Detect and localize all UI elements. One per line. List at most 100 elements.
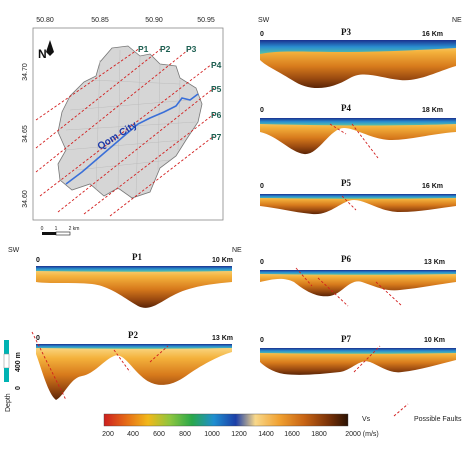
faults-legend-label: Possible Faults [414, 416, 462, 423]
p1-length: 10 Km [212, 257, 233, 264]
p5-section [260, 194, 456, 215]
p5-surface-layer [260, 194, 456, 199]
p7-surface-layer [260, 348, 456, 354]
p1-title: P1 [132, 252, 142, 262]
p2-title: P2 [128, 330, 138, 340]
profile-p4: P4 0 18 Km [260, 103, 456, 159]
lon-tick-label: 50.95 [197, 17, 215, 24]
north-arrow-icon: N [38, 40, 54, 61]
scale-tick: 1 [55, 226, 58, 232]
map-label-p2: P2 [160, 44, 171, 54]
p4-title: P4 [341, 103, 351, 113]
colorbar-ticks: 200 400 600 800 1000 1200 1400 1600 1800… [102, 431, 379, 438]
profile-line [39, 63, 213, 197]
depth-label: Depth [5, 393, 12, 412]
lat-tick-labels: 34.70 34.65 34.60 [22, 63, 29, 208]
map-label-p4: P4 [211, 60, 222, 70]
river [65, 93, 199, 185]
p3-dir-start: SW [258, 17, 270, 24]
colorbar-tick: 200 [102, 431, 114, 438]
profile-p3: SW NE P3 0 16 Km [258, 17, 462, 89]
profile-line [83, 113, 215, 215]
p7-faults [353, 345, 381, 373]
p3-start: 0 [260, 31, 264, 38]
profile-line [57, 87, 215, 213]
profile-line [35, 49, 189, 173]
lat-tick-label: 34.70 [22, 63, 29, 81]
colorbar-tick: 800 [179, 431, 191, 438]
p7-title: P7 [341, 334, 351, 344]
p3-length: 16 Km [422, 31, 443, 38]
p1-dir-end: NE [232, 247, 242, 254]
p2-section [36, 344, 232, 400]
city-boundary [57, 45, 203, 199]
p5-start: 0 [260, 183, 264, 190]
p6-surface-layer [260, 270, 456, 275]
faults-legend: Possible Faults [393, 403, 462, 423]
depth-value: 400 m [15, 352, 22, 372]
profile-p2: P2 0 13 Km [31, 330, 233, 401]
north-label: N [38, 47, 47, 61]
p3-dir-end: NE [452, 17, 462, 24]
profile-line [35, 47, 141, 121]
profile-line [109, 135, 215, 217]
colorbar-tick: 1200 [231, 431, 247, 438]
p3-surface-layer [260, 40, 456, 54]
p2-faults [31, 331, 169, 401]
colorbar-tick: 400 [127, 431, 139, 438]
p5-length: 16 Km [422, 183, 443, 190]
lon-tick-label: 50.80 [36, 17, 54, 24]
p1-surface-layer [36, 266, 232, 272]
colorbar-var-label: Vs [362, 416, 371, 423]
profile-p7: P7 0 10 Km [260, 334, 456, 375]
colorbar-gradient [103, 413, 349, 427]
p2-surface-layer [36, 344, 232, 349]
profile-p5: P5 0 16 Km [260, 178, 456, 215]
profile-lines [35, 47, 215, 217]
p4-length: 18 Km [422, 107, 443, 114]
p6-length: 13 Km [424, 259, 445, 266]
map-label-p7: P7 [211, 132, 222, 142]
depth-zero: 0 [15, 386, 22, 390]
vs-colorbar: 200 400 600 800 1000 1200 1400 1600 1800… [102, 413, 379, 438]
profile-p1: SW NE P1 0 10 Km [8, 247, 242, 308]
p7-section [260, 348, 456, 375]
p1-section [36, 266, 232, 308]
colorbar-tick: 1600 [284, 431, 300, 438]
p2-length: 13 Km [212, 335, 233, 342]
p7-start: 0 [260, 337, 264, 344]
map-profile-labels: P1 P2 P3 P4 P5 P6 P7 [138, 44, 222, 142]
p5-title: P5 [341, 178, 351, 188]
p4-start: 0 [260, 107, 264, 114]
scale-tick: 2 km [69, 226, 80, 232]
p3-title: P3 [341, 27, 351, 37]
colorbar-tick: 600 [153, 431, 165, 438]
lat-tick-label: 34.60 [22, 190, 29, 208]
p7-length: 10 Km [424, 337, 445, 344]
profile-p6: P6 0 13 Km [260, 254, 456, 307]
p2-start: 0 [36, 335, 40, 342]
colorbar-tick: 1800 [311, 431, 327, 438]
lon-tick-labels: 50.80 50.85 50.90 50.95 [36, 17, 215, 24]
p6-title: P6 [341, 254, 351, 264]
p5-faults [341, 195, 357, 211]
colorbar-tick: 1400 [258, 431, 274, 438]
p3-section [260, 40, 456, 89]
faults-legend-symbol [393, 403, 409, 417]
map-label-p5: P5 [211, 84, 222, 94]
p6-start: 0 [260, 259, 264, 266]
p4-surface-layer [260, 118, 456, 126]
p6-section [260, 270, 456, 297]
map-label-p3: P3 [186, 44, 197, 54]
p1-dir-start: SW [8, 247, 20, 254]
scale-tick: 0 [41, 226, 44, 232]
map-label-p6: P6 [211, 110, 222, 120]
p1-start: 0 [36, 257, 40, 264]
p4-faults [329, 123, 379, 159]
colorbar-tick: 1000 [204, 431, 220, 438]
lat-tick-label: 34.65 [22, 125, 29, 143]
depth-scale: 400 m 0 Depth [3, 340, 22, 412]
scale-bar: 0 1 2 km [41, 226, 80, 236]
p4-section [260, 118, 456, 155]
